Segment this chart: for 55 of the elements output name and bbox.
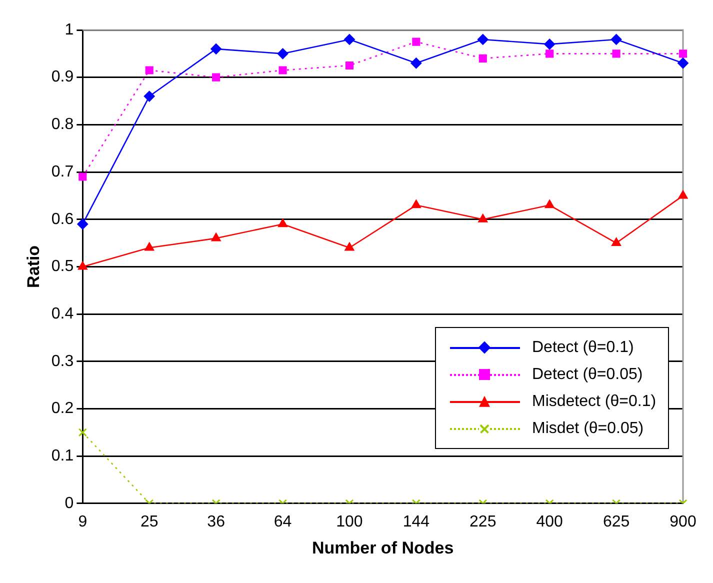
point bbox=[210, 43, 222, 54]
x-tick-label: 225 bbox=[470, 513, 496, 530]
y-axis-title: Ratio bbox=[24, 245, 43, 288]
x-tick-label: 100 bbox=[336, 513, 363, 530]
point bbox=[344, 242, 354, 251]
point bbox=[478, 214, 488, 222]
x-tick-label: 900 bbox=[670, 513, 696, 530]
point bbox=[410, 58, 422, 69]
point bbox=[678, 58, 688, 69]
x-axis-title: Number of Nodes bbox=[312, 538, 454, 558]
point bbox=[211, 232, 221, 242]
point bbox=[610, 34, 622, 45]
point bbox=[411, 200, 422, 208]
point bbox=[145, 66, 154, 74]
x-tick-label: 25 bbox=[140, 513, 158, 530]
point bbox=[144, 242, 154, 251]
point bbox=[612, 50, 620, 58]
x-tick-label: 9 bbox=[78, 513, 88, 530]
y-tick-label: 0 bbox=[64, 494, 74, 512]
point bbox=[212, 73, 220, 82]
point bbox=[544, 200, 554, 208]
point bbox=[278, 66, 287, 74]
y-tick-label: 0.3 bbox=[51, 352, 74, 370]
x-tick-label: 64 bbox=[274, 513, 292, 530]
point bbox=[478, 54, 487, 62]
point bbox=[77, 218, 88, 230]
y-tick-label: 0.5 bbox=[51, 258, 74, 276]
x-tick-label: 36 bbox=[207, 513, 226, 530]
y-tick-label: 0.9 bbox=[51, 68, 74, 86]
point bbox=[144, 90, 155, 102]
point bbox=[278, 218, 288, 228]
point bbox=[412, 38, 420, 46]
y-tick-label: 0.4 bbox=[51, 305, 74, 322]
legend-label: Misdet (θ=0.05) bbox=[532, 420, 644, 438]
y-tick-label: 0.7 bbox=[51, 163, 74, 180]
y-tick-label: 0.2 bbox=[51, 400, 74, 418]
legend-label: Detect (θ=0.05) bbox=[532, 366, 643, 384]
x-tick-label: 144 bbox=[402, 513, 430, 530]
point bbox=[611, 238, 622, 246]
y-tick-label: 1 bbox=[64, 21, 74, 38]
legend-label: Detect (θ=0.1) bbox=[532, 338, 634, 357]
point bbox=[546, 50, 554, 58]
y-tick-label: 0.6 bbox=[51, 210, 74, 228]
point bbox=[344, 34, 355, 45]
point bbox=[345, 61, 354, 70]
point bbox=[678, 50, 688, 58]
x-tick-label: 625 bbox=[602, 513, 630, 530]
y-tick-label: 0.8 bbox=[51, 116, 74, 134]
point bbox=[477, 34, 488, 45]
point bbox=[277, 48, 288, 60]
point bbox=[678, 190, 688, 199]
legend-label: Misdetect (θ=0.1) bbox=[532, 392, 656, 411]
x-tick-label: 400 bbox=[536, 513, 564, 530]
y-tick-label: 0.1 bbox=[51, 447, 74, 464]
point bbox=[544, 38, 556, 50]
